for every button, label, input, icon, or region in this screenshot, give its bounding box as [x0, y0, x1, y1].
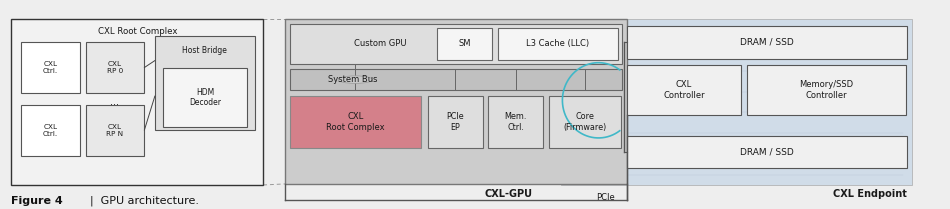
Circle shape	[338, 76, 372, 83]
Text: CXL-GPU: CXL-GPU	[484, 189, 532, 199]
FancyBboxPatch shape	[428, 96, 483, 148]
Text: PCIe
EP: PCIe EP	[446, 112, 464, 132]
Text: Core
(Firmware): Core (Firmware)	[563, 112, 607, 132]
Text: Host Bridge: Host Bridge	[182, 46, 227, 55]
Text: |  GPU architecture.: | GPU architecture.	[83, 195, 199, 206]
FancyBboxPatch shape	[627, 65, 741, 115]
FancyBboxPatch shape	[21, 104, 80, 156]
FancyBboxPatch shape	[627, 136, 907, 168]
FancyBboxPatch shape	[86, 104, 144, 156]
Text: CXL
RP 0: CXL RP 0	[106, 61, 124, 74]
Text: DRAM / SSD: DRAM / SSD	[740, 38, 794, 47]
FancyBboxPatch shape	[163, 68, 247, 127]
Text: Memory/SSD
Controller: Memory/SSD Controller	[800, 80, 853, 99]
FancyBboxPatch shape	[155, 36, 255, 130]
FancyBboxPatch shape	[21, 42, 80, 93]
Text: DRAM / SSD: DRAM / SSD	[740, 148, 794, 157]
FancyBboxPatch shape	[549, 96, 621, 148]
FancyBboxPatch shape	[290, 24, 622, 64]
Text: CXL
Root Complex: CXL Root Complex	[326, 112, 385, 132]
Text: System Bus: System Bus	[328, 75, 377, 84]
FancyBboxPatch shape	[86, 42, 144, 93]
Text: CXL
Ctrl.: CXL Ctrl.	[43, 124, 58, 137]
Text: CXL
RP N: CXL RP N	[106, 124, 124, 137]
Text: CXL
Controller: CXL Controller	[663, 80, 705, 99]
FancyBboxPatch shape	[488, 96, 543, 148]
FancyBboxPatch shape	[437, 28, 492, 60]
FancyBboxPatch shape	[560, 19, 912, 185]
Text: PCIe: PCIe	[597, 193, 616, 202]
FancyBboxPatch shape	[290, 96, 421, 148]
FancyBboxPatch shape	[498, 28, 618, 60]
Text: SM: SM	[458, 39, 471, 48]
Text: CXL
Ctrl.: CXL Ctrl.	[43, 61, 58, 74]
Text: Custom GPU: Custom GPU	[354, 39, 407, 48]
Text: CXL Root Complex: CXL Root Complex	[98, 27, 177, 36]
Text: Mem.
Ctrl.: Mem. Ctrl.	[504, 112, 527, 132]
FancyBboxPatch shape	[11, 19, 263, 185]
FancyBboxPatch shape	[290, 69, 622, 90]
FancyBboxPatch shape	[627, 26, 907, 59]
Text: ...: ...	[110, 97, 120, 107]
Text: HDM
Decoder: HDM Decoder	[189, 88, 221, 107]
FancyBboxPatch shape	[285, 19, 627, 184]
Text: L3 Cache (LLC): L3 Cache (LLC)	[526, 39, 589, 48]
FancyBboxPatch shape	[747, 65, 906, 115]
Text: CXL Endpoint: CXL Endpoint	[833, 189, 907, 199]
Text: Figure 4: Figure 4	[11, 196, 63, 206]
